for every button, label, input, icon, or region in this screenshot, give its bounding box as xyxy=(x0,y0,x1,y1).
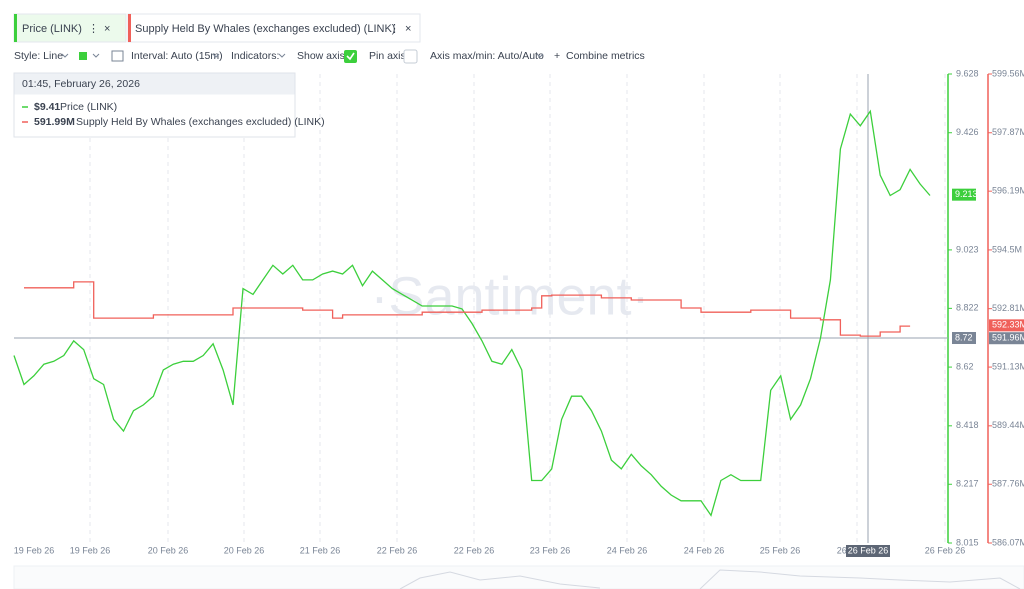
tooltip-header xyxy=(14,73,295,95)
x-tick-label: 23 Feb 26 xyxy=(530,545,571,555)
tab-close[interactable]: × xyxy=(104,23,110,35)
y2-tick-label: 597.87M xyxy=(992,127,1024,137)
metric-tab[interactable]: Price (LINK) ⋮ × xyxy=(13,13,127,43)
price-last-bg xyxy=(952,188,976,201)
chevron xyxy=(61,53,69,58)
x-tick-label: 24 Feb 26 xyxy=(684,545,725,555)
y2-tick-label: 599.56M xyxy=(992,68,1024,78)
tab-accent xyxy=(128,14,131,42)
y-tick-label: 9.023 xyxy=(956,244,979,254)
tab-close[interactable]: × xyxy=(405,23,411,35)
y-tick-label: 8.015 xyxy=(956,537,979,547)
y2-tick-label: 589.44M xyxy=(992,420,1024,430)
y-tick-label: 9.628 xyxy=(956,68,979,78)
x-tick-label: 26 Feb 26 xyxy=(925,545,966,555)
price-last: 9.213 xyxy=(955,189,978,199)
x-tick-label: 21 Feb 26 xyxy=(300,545,341,555)
tab-menu[interactable]: ⋮ xyxy=(88,23,99,35)
supply-last: 592.33M xyxy=(992,320,1024,330)
tooltip-value: 591.99M xyxy=(34,116,75,128)
axis-range-select[interactable]: Axis max/min: Auto/Auto xyxy=(430,50,544,62)
plot: 19 Feb 26 19 Feb 26 20 Feb 26 20 Feb 26 21 F… xyxy=(13,68,1024,557)
x-tick-label: 25 Feb 26 xyxy=(760,545,801,555)
x-tick-label: 20 Feb 26 xyxy=(224,545,265,555)
supply-cursor: 591.96M xyxy=(992,333,1024,343)
watermark: ·Santiment· xyxy=(370,266,649,326)
tab-bg xyxy=(127,13,421,43)
tooltip-series: Price (LINK) xyxy=(60,101,117,113)
tab-bg xyxy=(13,13,127,43)
y-tick-label: 8.822 xyxy=(956,303,979,313)
tooltip-date: 01:45, February 26, 2026 xyxy=(22,78,140,90)
color-swatch[interactable] xyxy=(79,52,87,60)
series-line xyxy=(13,109,931,517)
y-tick-label: 8.418 xyxy=(956,420,979,430)
tab-accent xyxy=(14,14,17,42)
navigator[interactable] xyxy=(13,565,1024,589)
toolbar: Style: Line Interval: Auto (15m) Indicat… xyxy=(14,49,645,64)
tooltip: 01:45, February 26, 2026 $9.41 Price (LI… xyxy=(13,72,325,138)
y2-tick-label: 591.13M xyxy=(992,361,1024,371)
navigator-preview xyxy=(399,569,1021,589)
checkmark xyxy=(346,52,355,61)
pin-axis-checkbox[interactable] xyxy=(403,49,418,64)
metric-tab[interactable]: Supply Held By Whales (exchanges exclude… xyxy=(127,13,421,43)
combine-metrics[interactable]: Combine metrics xyxy=(566,50,645,62)
style-select[interactable]: Style: Line xyxy=(14,50,63,62)
chevron xyxy=(536,53,544,58)
chevron xyxy=(278,53,286,58)
x-tick-label: 22 Feb 26 xyxy=(454,545,495,555)
y-tick-label: 9.426 xyxy=(956,127,979,137)
interval-select[interactable]: Interval: Auto (15m) xyxy=(131,50,223,62)
cursor-date-bg xyxy=(846,545,890,557)
y2-tick-label: 586.07M xyxy=(992,537,1024,547)
tab-label: Price (LINK) xyxy=(22,23,82,35)
x-tick-label: 19 Feb 26 xyxy=(70,545,111,555)
chevron xyxy=(212,53,220,58)
y2-tick-label: 587.76M xyxy=(992,479,1024,489)
chevron xyxy=(92,53,100,58)
y-tick-label: 8.62 xyxy=(956,361,974,371)
y-tick-label: 8.217 xyxy=(956,479,979,489)
x-tick-label: 20 Feb 26 xyxy=(148,545,189,555)
supply-cursor-bg xyxy=(989,332,1024,345)
price-cursor-bg xyxy=(952,332,976,345)
y2-tick-label: 596.19M xyxy=(992,186,1024,196)
show-axis-label[interactable]: Show axis xyxy=(297,50,345,62)
tab-menu[interactable]: ⋮ xyxy=(389,23,400,35)
plus-icon: + xyxy=(554,50,560,62)
tab-label: Supply Held By Whales (exchanges exclude… xyxy=(135,23,395,35)
supply-last-bg xyxy=(989,319,1024,332)
x-tick-label: 22 Feb 26 xyxy=(377,545,418,555)
pin-axis-label[interactable]: Pin axis xyxy=(369,50,406,62)
cursor-date: 26 Feb 26 xyxy=(848,545,889,555)
y2-tick-label: 594.5M xyxy=(992,244,1022,254)
x-tick-label: 24 Feb 26 xyxy=(607,545,648,555)
show-axis-checkbox[interactable] xyxy=(344,50,357,63)
tooltip-value: $9.41 xyxy=(34,101,60,113)
series-line xyxy=(24,281,911,337)
price-cursor: 8.72 xyxy=(955,332,973,342)
indicators-select[interactable]: Indicators: xyxy=(231,50,279,62)
tooltip-series: Supply Held By Whales (exchanges exclude… xyxy=(76,116,325,128)
y2-tick-label: 592.81M xyxy=(992,303,1024,313)
calendar-icon xyxy=(111,50,124,62)
x-tick-label: 19 Feb 26 xyxy=(14,545,55,555)
